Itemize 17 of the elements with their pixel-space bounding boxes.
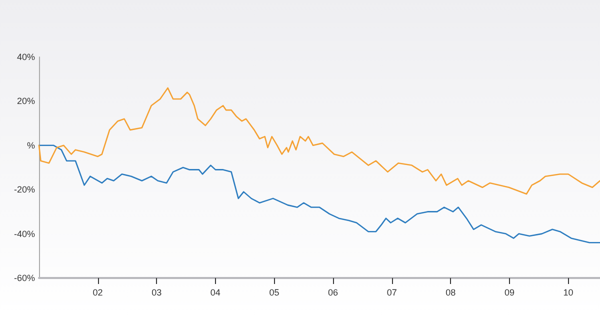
x-tick-label: 06	[328, 288, 338, 298]
x-tick-label: 08	[446, 288, 456, 298]
line-series	[38, 87, 600, 195]
x-tick-label: 10	[563, 288, 574, 298]
y-tick-label: -40%	[14, 228, 35, 239]
y-tick-label: 40%	[16, 52, 35, 62]
y-tick-label: 20%	[16, 96, 35, 106]
y-tick-label: %	[26, 140, 35, 150]
x-tick-label: 05	[269, 288, 280, 298]
y-tick-label: -20%	[14, 184, 35, 195]
x-tick-label: 09	[504, 288, 514, 298]
y-tick-label: -60%	[14, 273, 35, 283]
x-tick-label: 04	[210, 288, 220, 298]
x-tick-label: 03	[152, 288, 162, 298]
x-tick-label: 02	[92, 288, 103, 298]
x-tick-label: 07	[386, 288, 397, 298]
line-series	[38, 144, 600, 244]
